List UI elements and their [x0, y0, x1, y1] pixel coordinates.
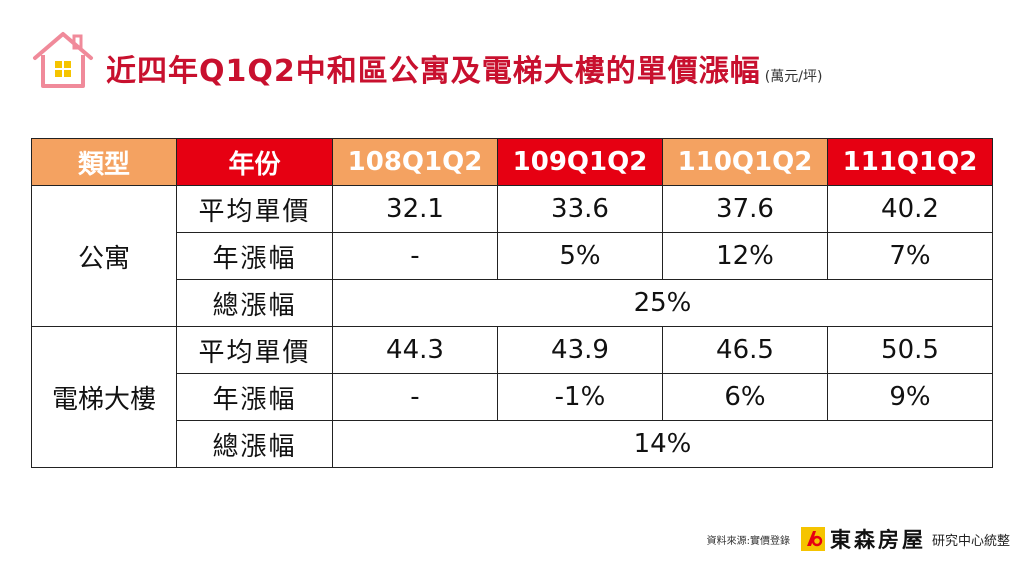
- cell-value: 9%: [827, 373, 993, 421]
- row-label: 總漲幅: [176, 279, 333, 327]
- header-type: 類型: [31, 138, 177, 186]
- table-row: 公寓 平均單價 32.1 33.6 37.6 40.2: [31, 185, 993, 327]
- cell-value: 6%: [662, 373, 828, 421]
- cell-value: 33.6: [497, 185, 663, 233]
- table-row: 年漲幅 - -1% 6% 9%: [32, 373, 993, 421]
- header-110: 110Q1Q2: [662, 138, 828, 186]
- total-value: 14%: [332, 420, 993, 468]
- cell-value: 12%: [662, 232, 828, 280]
- table-row: 年漲幅 - 5% 12% 7%: [32, 232, 993, 280]
- cell-value: -: [332, 232, 498, 280]
- unit-label: (萬元/坪): [764, 69, 823, 85]
- row-label: 總漲幅: [176, 420, 333, 468]
- house-icon: [33, 32, 93, 88]
- source-note: 資料來源:實價登錄: [706, 535, 790, 547]
- table-header-row: 類型 年份 108Q1Q2 109Q1Q2 110Q1Q2 111Q1Q2: [31, 138, 993, 186]
- cell-value: 32.1: [332, 185, 498, 233]
- cell-value: -: [332, 373, 498, 421]
- price-table: 類型 年份 108Q1Q2 109Q1Q2 110Q1Q2 111Q1Q2 公寓…: [31, 138, 993, 468]
- row-label: 平均單價: [176, 185, 333, 233]
- cell-value: 43.9: [497, 326, 663, 374]
- cell-value: 37.6: [662, 185, 828, 233]
- table-row: 總漲幅 14%: [32, 420, 993, 468]
- header: 近四年Q1Q2中和區公寓及電梯大樓的單價漲幅 (萬元/坪): [30, 28, 822, 92]
- table-row: 總漲幅 25%: [32, 279, 993, 327]
- header-109: 109Q1Q2: [497, 138, 663, 186]
- cell-value: -1%: [497, 373, 663, 421]
- cell-value: 40.2: [827, 185, 993, 233]
- header-year: 年份: [176, 138, 333, 186]
- group-type-apartment: 公寓: [31, 185, 177, 327]
- footer: 資料來源:實價登錄 東森房屋 研究中心統整: [707, 524, 1010, 554]
- cell-value: 44.3: [332, 326, 498, 374]
- row-label: 年漲幅: [176, 232, 333, 280]
- row-label: 年漲幅: [176, 373, 333, 421]
- page-title: 近四年Q1Q2中和區公寓及電梯大樓的單價漲幅: [106, 54, 761, 89]
- table-row: 電梯大樓 平均單價 44.3 43.9 46.5 50.5: [31, 326, 993, 468]
- total-value: 25%: [332, 279, 993, 327]
- header-108: 108Q1Q2: [332, 138, 498, 186]
- research-center-label: 研究中心統整: [931, 533, 1010, 549]
- brand-name: 東森房屋: [829, 527, 926, 552]
- cell-value: 46.5: [662, 326, 828, 374]
- cell-value: 50.5: [827, 326, 993, 374]
- cell-value: 5%: [497, 232, 663, 280]
- header-111: 111Q1Q2: [827, 138, 993, 186]
- brand-logo-icon: [800, 527, 825, 551]
- group-type-elevator-building: 電梯大樓: [31, 326, 177, 468]
- cell-value: 7%: [827, 232, 993, 280]
- row-label: 平均單價: [176, 326, 333, 374]
